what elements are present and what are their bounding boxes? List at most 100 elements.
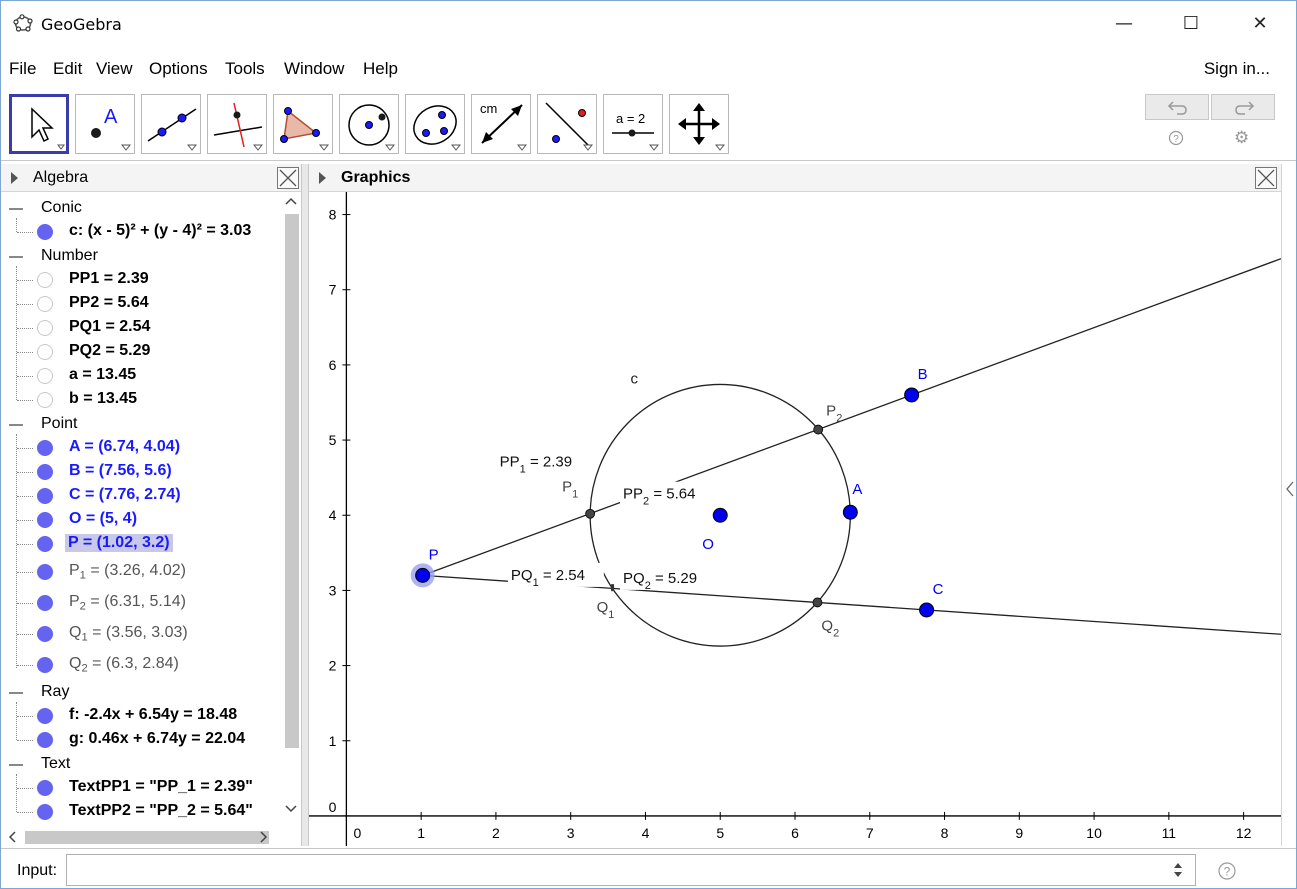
pp2-text[interactable]: PP2 = 5.64 <box>623 486 695 508</box>
graphics-view[interactable]: 0 1 2 3 4 5 6 7 8 9 10 11 12 0 1 2 3 4 5 6 7 8 c PP1 = 2.39 PP2 … <box>309 192 1281 846</box>
move-tool-button[interactable] <box>9 94 69 154</box>
algebra-group-text[interactable]: Text <box>1 752 281 776</box>
point-P1[interactable] <box>585 508 596 519</box>
algebra-item[interactable]: TextPP2 = "PP_2 = 5.64" <box>1 800 281 824</box>
collapse-group-icon[interactable] <box>9 764 23 766</box>
algebra-item[interactable]: P1 = (3.26, 4.02) <box>1 556 281 587</box>
visibility-toggle[interactable] <box>37 708 53 724</box>
point-Q1[interactable] <box>611 584 615 592</box>
pp1-text[interactable]: PP1 = 2.39 <box>500 453 572 475</box>
algebra-item[interactable]: Q2 = (6.3, 2.84) <box>1 649 281 680</box>
point-P2[interactable] <box>813 424 824 435</box>
scroll-right-icon[interactable] <box>259 831 269 843</box>
open-side-panel-icon[interactable] <box>1285 480 1295 498</box>
algebra-item[interactable]: PQ2 = 5.29 <box>1 340 281 364</box>
visibility-toggle[interactable] <box>37 625 53 642</box>
visibility-toggle[interactable] <box>37 344 53 360</box>
algebra-item[interactable]: P = (1.02, 3.2) <box>1 532 281 556</box>
view-splitter[interactable] <box>301 164 309 846</box>
algebra-item[interactable]: f: -2.4x + 6.54y = 18.48 <box>1 704 281 728</box>
algebra-item[interactable]: PQ1 = 2.54 <box>1 316 281 340</box>
circle-tool-button[interactable] <box>339 94 399 154</box>
scroll-up-icon[interactable] <box>285 196 297 206</box>
input-history-arrows-icon[interactable] <box>1172 861 1184 879</box>
settings-gear-icon[interactable]: ⚙ <box>1234 128 1250 147</box>
scroll-left-icon[interactable] <box>7 831 17 843</box>
algebra-item[interactable]: Q1 = (3.56, 3.03) <box>1 618 281 649</box>
algebra-item[interactable]: C = (7.76, 2.74) <box>1 484 281 508</box>
algebra-vertical-scrollbar[interactable] <box>281 192 301 828</box>
algebra-item[interactable]: PP2 = 5.64 <box>1 292 281 316</box>
point-Q2[interactable] <box>812 597 823 608</box>
algebra-item[interactable]: TextPP1 = "PP_1 = 2.39" <box>1 776 281 800</box>
visibility-toggle[interactable] <box>37 320 53 336</box>
algebra-item[interactable]: g: 0.46x + 6.74y = 22.04 <box>1 728 281 752</box>
measure-tool-button[interactable]: cm <box>471 94 531 154</box>
algebra-group-conic[interactable]: Conic <box>1 196 281 220</box>
visibility-toggle[interactable] <box>37 732 53 748</box>
scroll-thumb[interactable] <box>285 214 299 748</box>
menu-window[interactable]: Window <box>284 59 345 78</box>
visibility-toggle[interactable] <box>37 224 53 240</box>
reflect-tool-button[interactable] <box>537 94 597 154</box>
visibility-toggle[interactable] <box>37 464 53 480</box>
menu-options[interactable]: Options <box>149 59 208 78</box>
collapse-group-icon[interactable] <box>9 208 23 210</box>
visibility-toggle[interactable] <box>37 512 53 528</box>
algebra-item[interactable]: A = (6.74, 4.04) <box>1 436 281 460</box>
point-tool-button[interactable]: A <box>75 94 135 154</box>
visibility-toggle[interactable] <box>37 536 53 552</box>
visibility-toggle[interactable] <box>37 392 53 408</box>
algebra-group-ray[interactable]: Ray <box>1 680 281 704</box>
scroll-thumb[interactable] <box>25 831 269 844</box>
minimize-button[interactable]: — <box>1115 13 1133 34</box>
expand-triangle-icon[interactable] <box>11 172 18 184</box>
sign-in-link[interactable]: Sign in... <box>1203 59 1270 78</box>
algebra-item[interactable]: P2 = (6.31, 5.14) <box>1 587 281 618</box>
point-A[interactable] <box>842 504 858 520</box>
collapse-group-icon[interactable] <box>9 256 23 258</box>
algebra-item[interactable]: c: (x - 5)² + (y - 4)² = 3.03 <box>1 220 281 244</box>
visibility-toggle[interactable] <box>37 440 53 456</box>
scroll-down-icon[interactable] <box>285 804 297 814</box>
visibility-toggle[interactable] <box>37 368 53 384</box>
point-O[interactable] <box>712 507 728 523</box>
menu-view[interactable]: View <box>96 59 133 78</box>
close-algebra-view-button[interactable] <box>277 167 299 189</box>
algebra-item[interactable]: b = 13.45 <box>1 388 281 412</box>
redo-button[interactable] <box>1211 94 1275 120</box>
visibility-toggle[interactable] <box>37 594 53 611</box>
menu-edit[interactable]: Edit <box>53 59 83 78</box>
algebra-item[interactable]: O = (5, 4) <box>1 508 281 532</box>
visibility-toggle[interactable] <box>37 272 53 288</box>
collapse-group-icon[interactable] <box>9 692 23 694</box>
visibility-toggle[interactable] <box>37 656 53 673</box>
close-button[interactable]: ✕ <box>1252 13 1268 34</box>
algebra-horizontal-scrollbar[interactable] <box>1 828 301 846</box>
input-help-icon[interactable]: ? <box>1217 861 1237 881</box>
maximize-button[interactable]: ☐ <box>1182 13 1200 34</box>
ray-f[interactable] <box>422 258 1281 576</box>
conic-tool-button[interactable] <box>405 94 465 154</box>
visibility-toggle[interactable] <box>37 296 53 312</box>
pq2-text[interactable]: PQ2 = 5.29 <box>623 570 697 592</box>
polygon-tool-button[interactable] <box>273 94 333 154</box>
algebra-group-number[interactable]: Number <box>1 244 281 268</box>
perpendicular-line-tool-button[interactable] <box>207 94 267 154</box>
close-graphics-view-button[interactable] <box>1255 167 1277 189</box>
help-icon[interactable]: ? <box>1167 129 1185 147</box>
visibility-toggle[interactable] <box>37 804 53 820</box>
point-C[interactable] <box>919 602 935 618</box>
collapse-group-icon[interactable] <box>9 424 23 426</box>
menu-tools[interactable]: Tools <box>225 59 265 78</box>
point-B[interactable] <box>904 387 920 403</box>
visibility-toggle[interactable] <box>37 563 53 580</box>
visibility-toggle[interactable] <box>37 488 53 504</box>
visibility-toggle[interactable] <box>37 780 53 796</box>
undo-button[interactable] <box>1145 94 1209 120</box>
point-P[interactable] <box>415 567 431 583</box>
algebra-item[interactable]: a = 13.45 <box>1 364 281 388</box>
input-field[interactable] <box>66 854 1196 886</box>
menu-help[interactable]: Help <box>363 59 398 78</box>
